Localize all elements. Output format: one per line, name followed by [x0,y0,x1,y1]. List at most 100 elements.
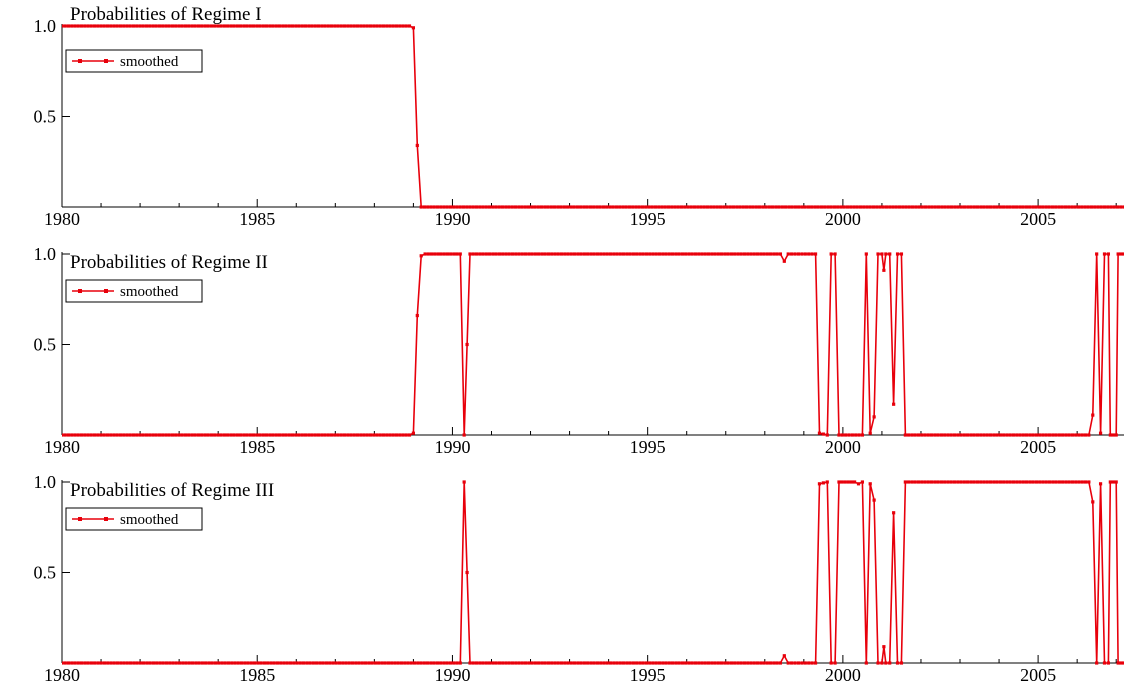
data-point [959,480,963,484]
data-point [200,433,204,437]
data-point [914,205,918,209]
data-point [128,433,132,437]
data-point [638,661,642,665]
data-point [628,661,632,665]
data-point [419,205,423,209]
data-point [1108,480,1112,484]
data-point [579,661,583,665]
data-point [666,205,671,209]
x-tick-label: 1980 [44,665,80,685]
data-point [605,205,609,209]
data-point [787,205,791,209]
data-point [362,433,366,437]
x-tick-label: 1995 [630,209,666,229]
data-point [956,433,960,437]
data-point [419,254,423,258]
data-point [765,252,769,256]
data-point [982,433,986,437]
data-point [742,252,747,256]
data-point [455,205,459,209]
data-point [920,480,924,484]
data-point [784,205,788,209]
data-point [855,205,859,209]
data-point [972,205,976,209]
data-point [618,205,622,209]
data-point [952,433,957,437]
data-point [452,661,456,665]
data-point [797,205,801,209]
data-point [611,205,615,209]
data-point [864,661,868,665]
data-point [679,205,684,209]
data-point [1034,433,1039,437]
data-point [73,661,77,665]
data-point [142,661,146,665]
data-point [320,433,324,437]
data-point [865,205,869,209]
data-point [523,252,528,256]
data-point [782,259,786,263]
data-point [429,205,433,209]
data-point [1054,205,1058,209]
data-point [1073,205,1077,209]
data-point [79,24,84,28]
data-point [697,252,701,256]
data-point [308,661,312,665]
data-point [810,661,814,665]
data-point [595,661,600,665]
data-point [546,205,550,209]
data-point [390,661,394,665]
data-point [837,433,841,437]
data-point [1047,480,1052,484]
data-point [458,205,462,209]
data-point [151,24,155,28]
data-point [644,205,648,209]
data-point [1114,433,1118,437]
data-point [657,205,661,209]
x-tick-label: 1990 [434,437,470,457]
data-point [246,661,250,665]
data-point [664,252,668,256]
data-point [341,661,345,665]
data-point [618,661,622,665]
data-point [803,205,807,209]
data-point [239,433,243,437]
data-point [917,205,921,209]
data-point [1087,433,1091,437]
data-point [471,205,475,209]
data-point [693,252,698,256]
data-point [109,24,113,28]
data-point [940,205,944,209]
data-point [726,252,730,256]
data-point [478,205,482,209]
data-point [517,252,521,256]
data-point [586,252,590,256]
data-point [943,480,947,484]
data-point [895,661,900,665]
data-point [174,661,178,665]
data-point [520,661,524,665]
data-point [1070,433,1075,437]
data-point [144,24,149,28]
data-point [1099,205,1103,209]
data-point [864,252,868,256]
data-point [803,661,807,665]
data-point [404,433,408,437]
data-point [328,661,332,665]
data-point [1083,433,1088,437]
data-point [1098,431,1103,435]
data-point [347,661,351,665]
x-tick-label: 1985 [239,437,275,457]
data-point [207,661,211,665]
data-point [829,252,833,256]
data-point [337,661,342,665]
data-point [526,205,531,209]
data-point [222,24,226,28]
data-point [138,433,142,437]
data-point [269,661,273,665]
data-point [155,661,159,665]
data-point [667,661,671,665]
data-point [378,433,382,437]
data-point [553,661,557,665]
data-point [706,252,711,256]
